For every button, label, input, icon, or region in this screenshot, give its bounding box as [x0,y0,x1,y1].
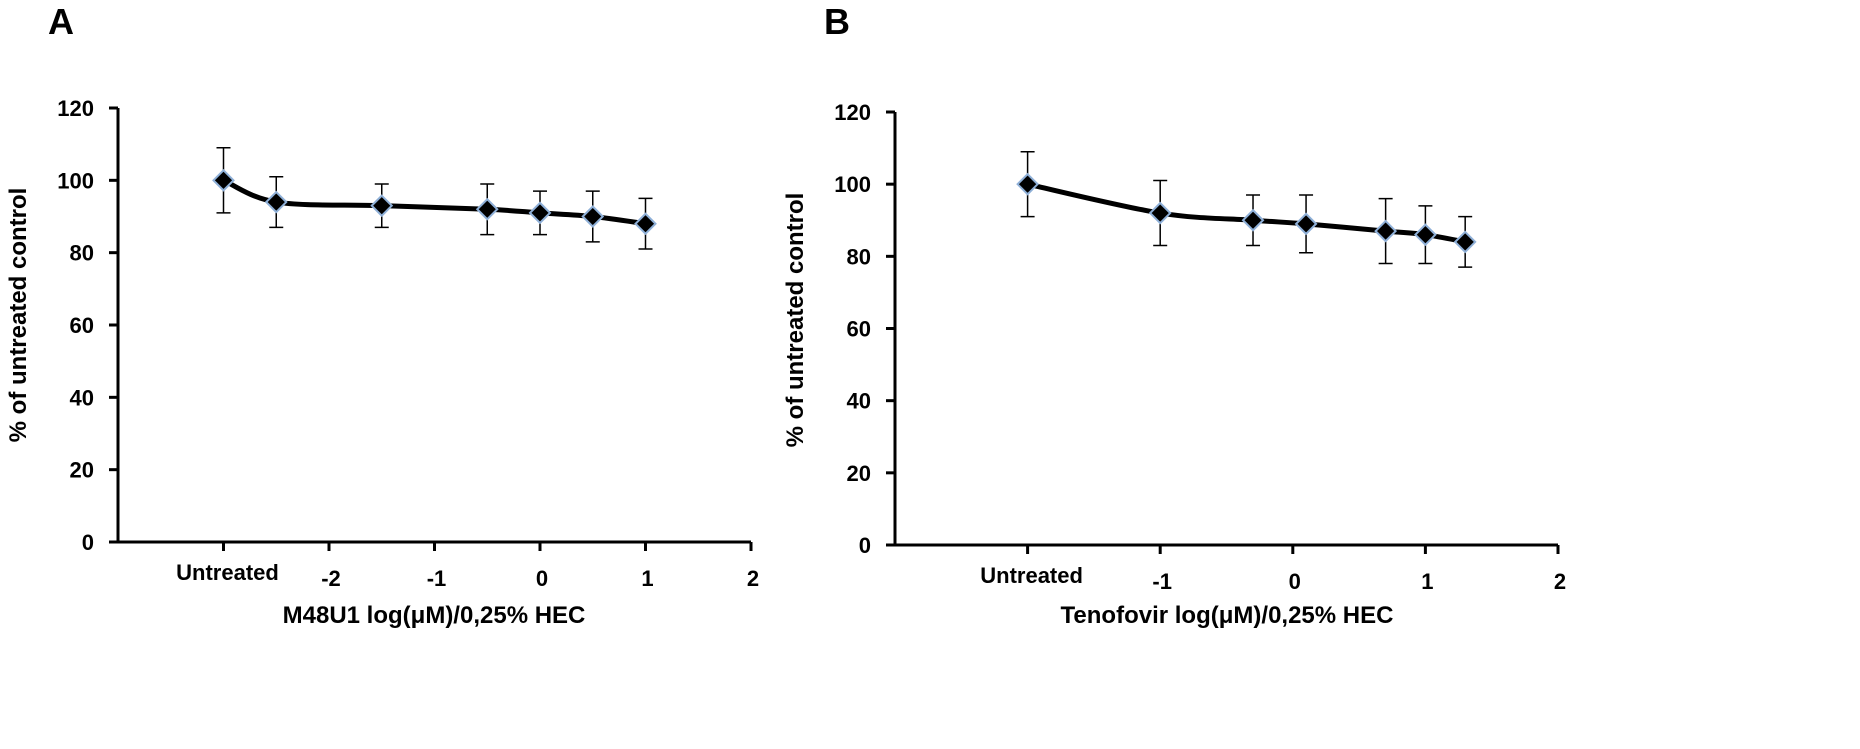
panel-b-y-tick-label: 40 [847,389,871,414]
panel-b-y-ticks: 0 20 40 60 80 100 120 [834,100,895,558]
panel-b-x-tick-label: Untreated [980,563,1083,588]
panel-a-chart: A 0 20 40 60 80 100 120 Untreated -2 -1 0 1 2 M48U1… [5,1,759,629]
panel-b-data-point [1148,201,1172,225]
panel-a-data-point [634,212,657,236]
panel-b-data-point [1453,230,1477,254]
panel-b-y-tick-label: 0 [859,533,871,558]
panel-a-y-tick-label: 40 [70,385,94,410]
panel-a-y-tick-label: 120 [57,96,94,121]
panel-b-markers [1016,172,1477,254]
panel-b-data-point [1016,172,1040,196]
panel-a-x-axis-title: M48U1 log(μM)/0,25% HEC [283,602,586,629]
panel-b-y-tick-label: 20 [847,461,871,486]
panel-b-y-axis-title: % of untreated control [782,193,809,448]
panel-b-x-tick-label: 0 [1289,569,1301,594]
panel-b-label: B [824,1,850,42]
panel-b-data-point [1374,219,1398,243]
panel-b-y-tick-label: 60 [847,317,871,342]
panel-a-x-ticks: Untreated -2 -1 0 1 2 [176,542,759,591]
panel-a-x-tick-label: Untreated [176,560,279,585]
panel-a-x-tick-label: -2 [321,566,341,591]
panel-a-data-point [212,168,235,192]
panel-a-y-axis-title: % of untreated control [5,188,32,443]
panel-a-x-tick-label: -1 [427,566,447,591]
panel-a-data-point [264,190,288,214]
panel-a-data-point [475,197,499,221]
panel-a-x-tick-label: 0 [536,566,548,591]
panel-b-y-tick-label: 80 [847,244,871,269]
panel-a-x-tick-label: 1 [641,566,653,591]
panel-a-y-tick-label: 80 [70,241,94,266]
panel-b-error-bars [1020,150,1473,268]
panel-a-y-tick-label: 60 [70,313,94,338]
panel-b-x-axis-title: Tenofovir log(μM)/0,25% HEC [1061,602,1394,629]
panel-a-y-tick-label: 100 [57,168,94,193]
panel-b-x-ticks: Untreated -1 0 1 2 [980,545,1566,594]
panel-a-label: A [48,1,74,42]
panel-a-data-point [370,194,394,218]
panel-b-x-tick-label: 2 [1554,569,1566,594]
panel-a-x-tick-label: 2 [747,566,759,591]
panel-b-series-line [1027,181,1466,245]
panel-b-data-point [1413,223,1437,247]
panel-a-y-tick-label: 0 [82,530,94,555]
panel-b-y-tick-label: 120 [834,100,871,125]
panel-a-y-tick-label: 20 [70,458,94,483]
panel-a-data-point [528,201,552,225]
panel-b-chart: B 0 20 40 60 80 100 120 Untreated -1 0 1 2 Tenofov… [782,1,1566,629]
panel-a-markers [212,168,657,236]
panel-a-y-ticks: 0 20 40 60 80 100 120 [57,96,118,555]
panel-a-data-point [581,205,605,228]
panel-b-x-tick-label: -1 [1152,569,1172,594]
panel-b-data-point [1241,208,1265,232]
panel-b-x-tick-label: 1 [1421,569,1433,594]
panel-b-y-tick-label: 100 [834,172,871,197]
panel-b-data-point [1294,212,1318,236]
